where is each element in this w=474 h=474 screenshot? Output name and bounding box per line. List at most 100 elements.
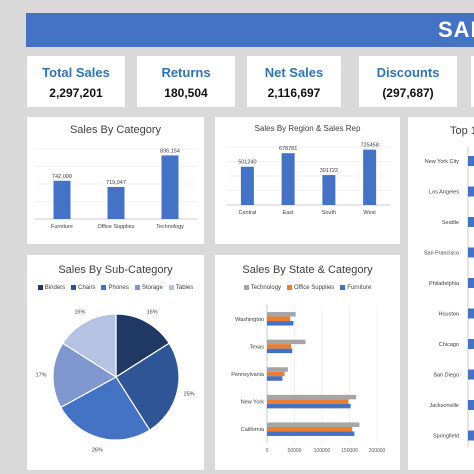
bar [53, 180, 71, 219]
bar [267, 403, 351, 409]
data-label: 742,000 [52, 174, 72, 180]
legend-item: Tables [168, 285, 194, 292]
tick-label: 150000 [341, 448, 358, 454]
kpi-label: Returns [161, 65, 211, 80]
bar [267, 399, 349, 404]
sales-by-state-chart: 0 50000 100000 150000 200000 Washington Texas P… [231, 305, 386, 454]
dashboard-title-bar: SAL [26, 13, 474, 47]
legend-swatch [37, 285, 43, 290]
tick-label: Seattle [442, 220, 459, 226]
bar [267, 344, 292, 349]
tick-label: 100000 [314, 448, 331, 454]
data-label: 836,154 [160, 148, 180, 154]
tick-label: 50000 [288, 448, 302, 454]
tick-label: 0 [266, 448, 269, 454]
sales-by-state-panel: Sales By State & Category Technology Offi… [215, 255, 400, 470]
sales-by-region-chart: 501240 Central 678781 East 391722 South 725458… [227, 143, 390, 216]
legend-label: Chairs [78, 285, 96, 292]
bar [267, 339, 306, 345]
legend-swatch [243, 285, 249, 290]
tick-label: San Diego [433, 373, 459, 379]
legend-item: Furniture [340, 285, 371, 291]
chart-title: Top 1 [450, 125, 474, 137]
tick-label: Pennsylvania [231, 372, 265, 378]
data-label: 16% [74, 309, 85, 315]
pie-legend: Binders Chairs Phones Storage Tables [27, 285, 204, 291]
bar [468, 339, 474, 349]
tick-label: New York [241, 400, 264, 406]
bar [267, 321, 294, 326]
chart-title: Sales By Region & Sales Rep [254, 124, 361, 133]
data-label: 391722 [320, 168, 338, 174]
kpi-value: 2,297,201 [49, 86, 103, 100]
bar [267, 422, 360, 427]
chart-title: Sales By State & Category [242, 264, 373, 276]
legend-label: Phones [108, 285, 129, 292]
tick-label: Furniture [51, 224, 73, 230]
legend-swatch [134, 285, 140, 290]
tick-label: Technology [156, 224, 184, 230]
bar [468, 156, 474, 166]
chart-title: Sales By Sub-Category [58, 264, 173, 276]
sales-by-category-panel: Sales By Category 742,000 Furniture 719,04… [27, 117, 204, 244]
legend-swatch [340, 285, 346, 290]
data-label: 26% [92, 448, 103, 454]
legend-label: Furniture [347, 285, 372, 292]
kpi-card-partial [471, 56, 474, 107]
sales-by-subcategory-panel: Sales By Sub-Category Binders Chairs Phone… [27, 255, 204, 470]
data-label: 17% [36, 373, 47, 379]
data-label: 501240 [238, 160, 256, 166]
dashboard-title: SAL [438, 17, 474, 42]
bar [468, 278, 474, 288]
tick-label: 200000 [369, 448, 386, 454]
kpi-card-discounts: Discounts (297,687) [359, 56, 457, 107]
legend-swatch [71, 285, 77, 290]
tick-label: Texas [250, 344, 265, 350]
legend-item: Technology [243, 285, 282, 292]
legend-label: Storage [141, 285, 163, 292]
kpi-card-net-sales: Net Sales 2,116,697 [247, 56, 341, 107]
bar [468, 186, 474, 197]
legend-label: Tables [175, 285, 194, 292]
kpi-value: (297,687) [382, 86, 434, 100]
tick-label: East [283, 210, 294, 216]
legend-item: Phones [101, 285, 129, 292]
kpi-label: Discounts [376, 65, 440, 80]
data-label: 25% [184, 391, 195, 397]
tick-label: San Francisco [424, 251, 459, 257]
sales-by-subcategory-chart: 16% 25% 26% 17% 16% [36, 309, 195, 454]
bar [322, 175, 336, 205]
bar [468, 247, 474, 258]
data-label: 678781 [279, 146, 297, 152]
bar [267, 431, 355, 436]
tick-label: Jacksonville [429, 403, 459, 409]
bar [267, 426, 353, 432]
kpi-value: 180,504 [164, 86, 208, 100]
tick-label: Office Supplies [98, 224, 135, 230]
bar [267, 312, 296, 317]
bar [107, 186, 125, 219]
legend-item: Storage [134, 285, 163, 292]
bar [468, 430, 474, 441]
bar [267, 371, 285, 377]
chart-title: Sales By Category [69, 124, 162, 136]
kpi-card-returns: Returns 180,504 [137, 56, 235, 107]
data-label: 719,047 [106, 180, 126, 186]
bar [240, 166, 254, 205]
sales-by-region-panel: Sales By Region & Sales Rep 501240 Centra… [215, 117, 400, 244]
legend-item: Binders [37, 285, 65, 291]
bar [468, 400, 474, 410]
legend-label: Office Supplies [294, 285, 335, 292]
tick-label: New York City [425, 159, 459, 165]
bar [267, 376, 283, 381]
bar [267, 348, 293, 354]
legend-label: Technology [250, 285, 282, 292]
data-label: 725458 [360, 143, 378, 149]
bar [267, 367, 288, 372]
tick-label: Washington [235, 317, 264, 323]
pie-slice [61, 313, 117, 379]
data-label: 16% [147, 309, 158, 315]
pie-slice [59, 376, 151, 441]
pie-slice [115, 313, 171, 379]
tick-label: Springfield [433, 434, 459, 440]
